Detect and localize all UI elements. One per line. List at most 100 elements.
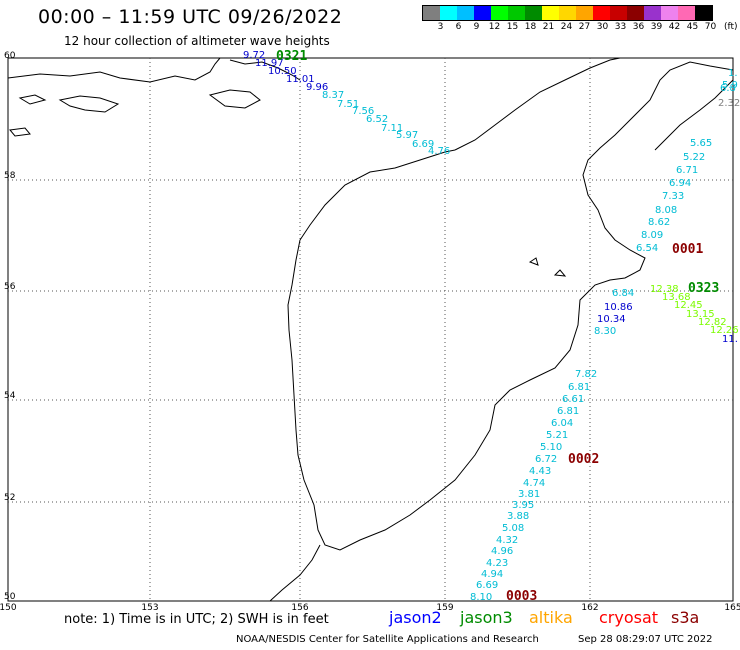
- swh-reading: 11.01: [286, 74, 315, 85]
- latitude-label: 54: [4, 391, 16, 401]
- swh-reading: 5.21: [546, 430, 568, 441]
- scale-swatch: [576, 6, 593, 20]
- swh-reading: 6.8: [720, 83, 736, 94]
- swh-reading: 4.23: [486, 558, 508, 569]
- swh-reading: 4.96: [491, 546, 513, 557]
- pass-label: 0321: [276, 49, 307, 64]
- scale-swatch: [644, 6, 661, 20]
- scale-swatch: [593, 6, 610, 20]
- swh-reading: 5.65: [690, 138, 712, 149]
- swh-reading: 6.61: [562, 394, 584, 405]
- scale-swatch: [661, 6, 678, 20]
- satellite-legend-item: s3a: [671, 608, 700, 627]
- scale-tick-label: 21: [542, 22, 555, 32]
- credit-line: NOAA/NESDIS Center for Satellite Applica…: [236, 634, 539, 645]
- swh-reading: 5.10: [540, 442, 562, 453]
- scale-tick-label: 12: [488, 22, 501, 32]
- swh-reading: 6.81: [568, 382, 590, 393]
- scale-swatch: [440, 6, 457, 20]
- color-scale-legend: 3 6 9 12 15 18 21 24 27 30 33 36 39 42 45 70 (ft): [422, 5, 738, 32]
- swh-reading: 4.32: [496, 535, 518, 546]
- scale-swatch: [610, 6, 627, 20]
- longitude-label: 162: [581, 603, 598, 613]
- swh-reading: 3.81: [518, 489, 540, 500]
- scale-tick-label: 6: [455, 22, 462, 32]
- swh-reading: 6.71: [676, 165, 698, 176]
- scale-swatch: [559, 6, 576, 20]
- longitude-label: 156: [291, 603, 308, 613]
- swh-reading: 7.82: [575, 369, 597, 380]
- swh-reading: 5.9: [722, 80, 738, 91]
- graticule: [8, 58, 733, 601]
- map-title: 00:00 – 11:59 UTC 09/26/2022: [38, 6, 343, 28]
- swh-reading: 11.97: [255, 58, 284, 69]
- latitude-label: 56: [4, 282, 16, 292]
- coastline: [7, 57, 734, 602]
- satellite-legend-item: cryosat: [599, 608, 659, 627]
- swh-reading: 9.72: [243, 50, 265, 61]
- swh-reading: 3.95: [512, 500, 534, 511]
- swh-reading: 12.82: [698, 317, 727, 328]
- scale-tick-label: 3: [437, 22, 444, 32]
- swh-reading: 13.68: [662, 292, 691, 303]
- scale-swatch: [423, 6, 440, 20]
- latitude-label: 52: [4, 493, 15, 503]
- swh-reading: 11.: [722, 334, 738, 345]
- swh-reading: 6.04: [551, 418, 573, 429]
- swh-reading: 8.30: [594, 326, 616, 337]
- swh-reading: 6.72: [535, 454, 557, 465]
- swh-reading: 5.22: [683, 152, 705, 163]
- swh-reading: 7.33: [662, 191, 684, 202]
- latitude-label: 58: [4, 171, 16, 181]
- scale-tick-label: 24: [560, 22, 573, 32]
- swh-reading: 4.74: [523, 478, 545, 489]
- scale-tick-label: 9: [473, 22, 480, 32]
- swh-reading: 4.94: [481, 569, 503, 580]
- scale-swatch: [678, 6, 695, 20]
- swh-reading: 3.88: [507, 511, 529, 522]
- swh-reading: 12.26: [710, 325, 739, 336]
- swh-reading: 2.32: [718, 98, 740, 109]
- swh-reading: 5.08: [502, 523, 524, 534]
- scale-tick-label: 42: [668, 22, 681, 32]
- swh-reading: 6.81: [557, 406, 579, 417]
- scale-tick-label: 70: [704, 22, 717, 32]
- scale-tick-label: 39: [650, 22, 663, 32]
- map-subtitle: 12 hour collection of altimeter wave hei…: [64, 34, 330, 48]
- swh-reading: 1.: [728, 68, 738, 79]
- swh-reading: 6.69: [412, 139, 434, 150]
- generated-timestamp: Sep 28 08:29:07 UTC 2022: [578, 634, 713, 645]
- swh-reading: 9.96: [306, 82, 328, 93]
- swh-reading: 6.94: [669, 178, 691, 189]
- scale-tick-label: 36: [632, 22, 645, 32]
- swh-reading: 4.76: [428, 146, 450, 157]
- pass-label: 0001: [672, 242, 703, 257]
- latitude-label: 50: [4, 592, 16, 602]
- scale-swatch: [542, 6, 559, 20]
- scale-swatch: [474, 6, 491, 20]
- swh-reading: 6.52: [366, 114, 388, 125]
- scale-swatch: [457, 6, 474, 20]
- longitude-label: 153: [141, 603, 158, 613]
- scale-swatch: [525, 6, 542, 20]
- swh-reading: 10.34: [597, 314, 626, 325]
- scale-tick-label: 18: [524, 22, 537, 32]
- latitude-label: 60: [4, 51, 16, 61]
- scale-unit: (ft): [724, 22, 738, 32]
- swh-reading: 8.37: [322, 90, 344, 101]
- footer-note: note: 1) Time is in UTC; 2) SWH is in fe…: [64, 612, 329, 627]
- scale-swatch: [627, 6, 644, 20]
- scale-tick-label: 15: [506, 22, 519, 32]
- scale-swatch: [491, 6, 508, 20]
- swh-reading: 6.69: [476, 580, 498, 591]
- scale-tick-label: 45: [686, 22, 699, 32]
- scale-tick-label: 27: [578, 22, 591, 32]
- color-scale-swatches: [422, 5, 713, 21]
- scale-swatch: [508, 6, 525, 20]
- swh-reading: 7.11: [381, 123, 403, 134]
- scale-swatch: [695, 6, 712, 20]
- swh-reading: 8.62: [648, 217, 670, 228]
- satellite-legend-item: jason2: [389, 608, 442, 627]
- color-scale-labels: 3 6 9 12 15 18 21 24 27 30 33 36 39 42 45 70 (ft): [422, 22, 738, 34]
- map-frame: [7, 57, 734, 602]
